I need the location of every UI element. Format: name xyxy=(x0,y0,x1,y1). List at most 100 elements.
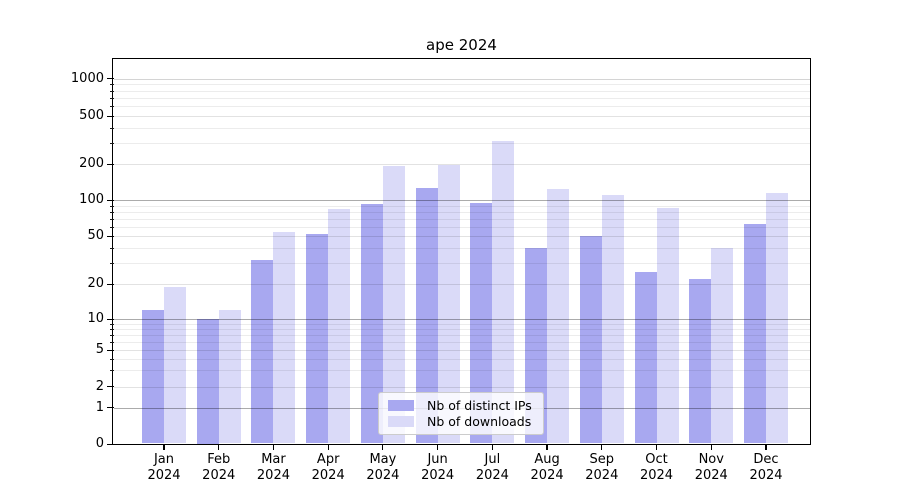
x-tick-label-aug: Aug 2024 xyxy=(530,452,564,483)
x-tick-mar xyxy=(272,444,275,450)
y-tick-label-10: 10 xyxy=(87,311,104,326)
x-tick-apr xyxy=(327,444,329,450)
y-tick-0 xyxy=(106,443,114,445)
y-tick-2 xyxy=(106,386,114,388)
x-tick-label-jun: Jun 2024 xyxy=(421,452,455,483)
x-tick-label-apr: Apr 2024 xyxy=(311,452,345,483)
x-tick-label-may: May 2024 xyxy=(366,452,400,483)
gridline-50 xyxy=(113,236,810,238)
gridline-20 xyxy=(113,284,810,285)
x-tick-jun xyxy=(437,444,439,450)
x-tick-may xyxy=(382,444,384,450)
plot-border xyxy=(112,58,811,445)
y-minor-tick xyxy=(110,205,114,207)
bar-ips-apr xyxy=(306,234,329,444)
gridline-300 xyxy=(113,142,810,144)
bar-downloads-dec xyxy=(765,193,788,444)
bar-downloads-jan xyxy=(164,286,186,444)
y-tick-1000 xyxy=(106,78,114,80)
x-tick-jul xyxy=(491,444,493,450)
y-minor-tick xyxy=(110,84,114,86)
y-tick-label-100: 100 xyxy=(79,192,104,207)
gridline-800 xyxy=(113,90,810,92)
x-tick-label-dec: Dec 2024 xyxy=(749,452,783,483)
gridline-3 xyxy=(113,370,810,372)
gridline-2 xyxy=(113,386,810,388)
y-minor-tick xyxy=(110,247,114,249)
gridline-8 xyxy=(113,328,810,330)
x-tick-jan xyxy=(163,444,165,450)
bar-ips-may xyxy=(360,204,383,444)
y-minor-tick xyxy=(110,226,114,228)
y-tick-20 xyxy=(106,283,114,285)
legend-label-downloads: Nb of downloads xyxy=(427,413,532,429)
y-minor-tick xyxy=(110,106,114,108)
gridline-100 xyxy=(113,200,810,201)
bar-downloads-feb xyxy=(218,309,241,444)
y-tick-500 xyxy=(106,115,114,117)
x-tick-nov xyxy=(710,444,712,450)
bar-downloads-sep xyxy=(601,195,624,444)
legend-row-downloads: Nb of downloads xyxy=(388,414,534,429)
x-tick-label-jul: Jul 2024 xyxy=(475,452,509,483)
y-minor-tick xyxy=(110,358,114,360)
gridline-9 xyxy=(113,323,810,325)
bar-ips-nov xyxy=(689,279,712,444)
bar-ips-jan xyxy=(142,309,164,444)
x-tick-label-nov: Nov 2024 xyxy=(694,452,728,483)
y-tick-label-2: 2 xyxy=(95,378,104,394)
gridline-200 xyxy=(113,164,810,165)
bar-downloads-mar xyxy=(273,232,296,444)
y-tick-label-1000: 1000 xyxy=(70,70,104,86)
gridline-400 xyxy=(113,127,810,129)
bar-downloads-aug xyxy=(547,188,570,444)
y-minor-tick xyxy=(110,218,114,220)
y-minor-tick xyxy=(110,142,114,144)
gridline-40 xyxy=(113,247,810,249)
bar-ips-sep xyxy=(579,236,602,444)
x-tick-label-oct: Oct 2024 xyxy=(639,452,674,483)
y-minor-tick xyxy=(110,341,114,343)
gridline-70 xyxy=(113,218,810,220)
gridline-30 xyxy=(113,262,810,264)
bar-downloads-jun xyxy=(437,164,460,444)
gridline-600 xyxy=(113,106,810,108)
y-tick-label-1: 1 xyxy=(95,399,104,415)
x-tick-label-jan: Jan 2024 xyxy=(147,452,181,483)
y-tick-label-5: 5 xyxy=(95,342,104,357)
y-minor-tick xyxy=(110,98,114,100)
y-minor-tick xyxy=(110,127,114,129)
bar-downloads-oct xyxy=(656,207,679,444)
y-tick-1 xyxy=(106,407,114,409)
gridline-6 xyxy=(113,341,810,343)
gridline-900 xyxy=(113,84,810,86)
bar-ips-mar xyxy=(251,259,274,444)
legend-label-distinct-ips: Nb of distinct IPs xyxy=(427,398,532,414)
x-tick-label-feb: Feb 2024 xyxy=(202,452,236,483)
y-tick-10 xyxy=(106,318,114,320)
legend-swatch-distinct-ips xyxy=(388,400,414,412)
bar-downloads-jul xyxy=(492,140,515,444)
y-minor-tick xyxy=(110,370,114,372)
gridline-60 xyxy=(113,226,810,228)
gridline-700 xyxy=(113,98,810,100)
legend-swatch-downloads xyxy=(388,415,414,427)
x-tick-feb xyxy=(218,444,220,450)
x-tick-dec xyxy=(765,444,767,450)
x-tick-label-mar: Mar 2024 xyxy=(256,452,290,483)
bar-downloads-may xyxy=(382,166,405,444)
y-tick-label-0: 0 xyxy=(95,436,104,451)
y-tick-5 xyxy=(106,349,114,351)
y-tick-200 xyxy=(106,163,114,165)
bar-ips-dec xyxy=(743,224,766,444)
y-tick-label-50: 50 xyxy=(87,228,104,244)
y-tick-label-20: 20 xyxy=(87,276,104,291)
bar-ips-jul xyxy=(470,203,493,444)
bar-ips-oct xyxy=(634,272,657,444)
bar-ips-jun xyxy=(415,188,438,444)
y-minor-tick xyxy=(110,262,114,264)
y-minor-tick xyxy=(110,323,114,325)
